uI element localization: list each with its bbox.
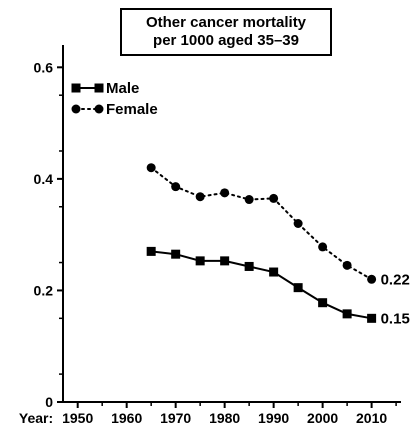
data-point-circle [293, 219, 303, 228]
data-point-square [146, 246, 156, 256]
axes [62, 45, 401, 403]
x-tick-label: 2010 [356, 410, 387, 426]
y-tick-label: 0.2 [34, 282, 54, 298]
y-tick-label: 0 [45, 394, 53, 410]
data-point-circle [94, 104, 104, 114]
chart-title-line-2: per 1000 aged 35–39 [153, 32, 299, 49]
data-point-square [318, 298, 328, 308]
legend-item-female: Female [71, 101, 158, 118]
y-tick-label: 0.6 [34, 59, 54, 75]
data-point-circle [71, 104, 81, 114]
y-tick-label: 0.4 [34, 171, 54, 187]
data-point-circle [244, 195, 254, 205]
data-point-square [293, 283, 303, 293]
legend: Male Female [71, 80, 158, 118]
chart-title-line-1: Other cancer mortality [145, 14, 307, 31]
data-point-circle [318, 242, 328, 252]
data-point-square [269, 267, 279, 277]
series-line [150, 166, 373, 281]
x-axis-prefix: Year: [19, 410, 53, 426]
legend-label: Female [106, 101, 158, 118]
data-point-square [195, 256, 205, 266]
series: 0.15 0.22 [146, 163, 410, 327]
data-point-circle [220, 188, 230, 198]
x-tick-label: 1980 [209, 410, 240, 426]
series-male: 0.15 [146, 246, 410, 327]
series-female: 0.22 [146, 163, 410, 288]
data-point-square [171, 249, 181, 259]
data-point-circle [171, 182, 181, 192]
x-tick-label: 1950 [62, 410, 93, 426]
data-point-square [367, 313, 377, 323]
series-end-label: 0.22 [381, 271, 410, 288]
ticks: 0 0.2 0.4 0.6 1950 1960 1970 1980 1990 2000 2010 Ye… [19, 59, 397, 426]
legend-item-male: Male [71, 80, 139, 97]
data-point-square [220, 256, 230, 266]
data-point-circle [195, 192, 205, 202]
data-point-square [94, 83, 104, 93]
data-point-circle [342, 260, 352, 270]
x-tick-label: 1960 [111, 410, 142, 426]
x-tick-label: 1970 [160, 410, 191, 426]
data-point-square [244, 261, 254, 271]
data-point-square [71, 83, 81, 93]
data-point-square [342, 309, 352, 319]
legend-label: Male [106, 80, 139, 97]
x-tick-label: 2000 [307, 410, 338, 426]
data-point-circle [367, 274, 377, 284]
data-point-circle [269, 193, 279, 203]
series-end-label: 0.15 [381, 310, 410, 327]
series-line [151, 250, 372, 320]
data-point-circle [146, 163, 156, 173]
x-tick-label: 1990 [258, 410, 289, 426]
chart-title-box: Other cancer mortality per 1000 aged 35–… [120, 8, 332, 56]
